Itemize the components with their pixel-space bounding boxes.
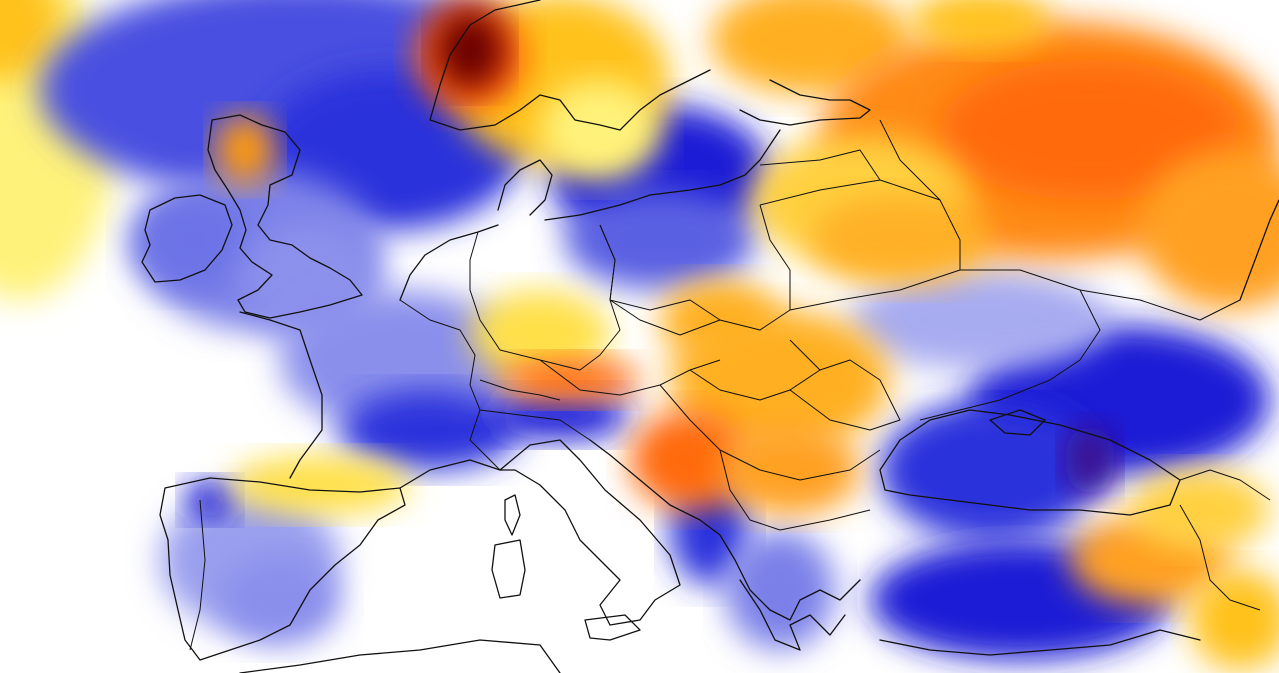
- italy-north-border: [479, 409, 591, 441]
- cold-area-poland-north: [565, 190, 755, 290]
- warm-area-russia-east: [1140, 150, 1279, 310]
- iberia-coast: [159, 477, 406, 661]
- caspian-coast: [1239, 199, 1279, 301]
- turkey-border: [1179, 504, 1261, 611]
- balkan-border: [659, 384, 881, 481]
- warm-area-alps: [500, 358, 640, 402]
- coastlines: [141, 0, 1279, 673]
- france-coast: [239, 311, 501, 489]
- cold-area-spain-southeast: [220, 555, 340, 645]
- warm-area-russia-core: [940, 60, 1240, 200]
- belarus-border: [759, 179, 961, 270]
- warm-area-greenland-sea: [910, 0, 1050, 50]
- corsica-coast: [504, 494, 521, 536]
- warm-area-central-europe: [470, 290, 610, 380]
- warm-area-finland: [710, 0, 910, 95]
- country-borders: [189, 119, 1271, 651]
- warm-area-norway-extreme: [435, 10, 505, 90]
- north-africa-coast: [239, 639, 561, 673]
- russia-border: [879, 119, 1241, 321]
- hungary-border: [689, 339, 821, 401]
- baltic-south-coast: [544, 129, 781, 221]
- swiss-border: [479, 379, 561, 401]
- warm-area-caucasus-south: [1130, 470, 1270, 550]
- czech-border: [609, 299, 721, 336]
- warm-area-scotland: [215, 115, 275, 185]
- great-britain-coast: [207, 114, 363, 319]
- cold-area-black-sea-west: [880, 400, 1100, 540]
- cold-area-iberia-north: [185, 480, 235, 520]
- warm-area-balkans: [630, 410, 750, 510]
- france-border: [399, 299, 501, 471]
- caucasus-border: [1179, 469, 1271, 501]
- black-sea-coast: [879, 409, 1181, 516]
- greece-coast: [739, 579, 846, 651]
- warm-area-bulgaria: [720, 425, 860, 515]
- warm-area-sweden: [540, 80, 660, 180]
- baltics-border: [759, 149, 881, 181]
- cold-area-ukraine: [850, 270, 1110, 370]
- serbia-border: [719, 449, 781, 531]
- warm-area-syria: [1190, 570, 1279, 670]
- cold-area-po-valley: [490, 390, 630, 440]
- sardinia-coast: [491, 539, 526, 599]
- scandinavia-coast: [429, 0, 711, 131]
- denmark-coast: [497, 159, 553, 216]
- ukraine-border: [789, 269, 1101, 421]
- adriatic-east-coast: [589, 439, 861, 621]
- iberia-border: [189, 499, 206, 651]
- finland-coast: [739, 79, 871, 126]
- sicily-coast: [584, 614, 641, 641]
- italy-coast: [499, 439, 681, 626]
- anatolia-south-coast: [879, 629, 1201, 656]
- austria-border: [539, 359, 721, 396]
- warm-area-atlantic-corner: [0, 0, 60, 80]
- romania-border: [789, 359, 901, 431]
- ireland-coast: [141, 194, 233, 283]
- low-countries-coast: [399, 224, 499, 301]
- warm-area-hungary-romania: [670, 310, 890, 450]
- cold-area-gulf-of-lion: [340, 390, 520, 470]
- cold-area-greece: [725, 530, 835, 650]
- warm-area-belarus: [810, 195, 990, 285]
- cold-area-ireland: [130, 190, 250, 290]
- bulgaria-border: [779, 509, 871, 531]
- warm-area-iberia-north: [230, 455, 410, 515]
- cold-area-caucasus-core: [1065, 425, 1115, 495]
- crimea-coast: [989, 409, 1046, 436]
